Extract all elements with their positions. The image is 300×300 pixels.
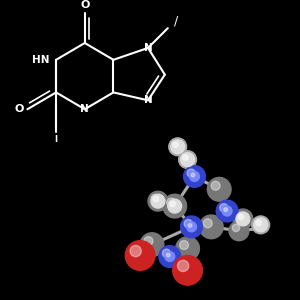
Circle shape bbox=[232, 224, 240, 232]
Circle shape bbox=[203, 219, 212, 228]
Circle shape bbox=[254, 218, 268, 232]
Text: N: N bbox=[144, 95, 152, 105]
Circle shape bbox=[159, 246, 181, 267]
Circle shape bbox=[233, 209, 253, 229]
Circle shape bbox=[130, 245, 141, 257]
Circle shape bbox=[148, 191, 168, 211]
Circle shape bbox=[182, 154, 188, 160]
Text: O: O bbox=[80, 0, 89, 11]
Circle shape bbox=[125, 241, 155, 270]
Circle shape bbox=[172, 141, 178, 148]
Circle shape bbox=[151, 194, 165, 208]
Circle shape bbox=[200, 215, 223, 239]
Circle shape bbox=[181, 216, 202, 238]
Circle shape bbox=[184, 166, 206, 187]
Circle shape bbox=[255, 219, 261, 226]
Circle shape bbox=[211, 181, 220, 190]
Circle shape bbox=[224, 208, 227, 212]
Circle shape bbox=[229, 221, 249, 241]
Circle shape bbox=[238, 214, 244, 220]
Circle shape bbox=[165, 252, 175, 261]
Circle shape bbox=[168, 199, 182, 213]
Circle shape bbox=[222, 206, 232, 216]
Circle shape bbox=[144, 237, 153, 246]
Circle shape bbox=[167, 198, 176, 207]
Circle shape bbox=[187, 169, 195, 177]
Circle shape bbox=[173, 142, 178, 148]
Circle shape bbox=[153, 196, 159, 202]
Circle shape bbox=[181, 153, 194, 166]
Circle shape bbox=[252, 216, 270, 234]
Circle shape bbox=[220, 204, 228, 212]
Text: N: N bbox=[80, 104, 89, 114]
Circle shape bbox=[207, 177, 231, 201]
Circle shape bbox=[236, 212, 250, 226]
Text: /: / bbox=[174, 15, 178, 28]
Circle shape bbox=[140, 233, 164, 256]
Circle shape bbox=[162, 249, 171, 257]
Circle shape bbox=[187, 222, 196, 232]
Circle shape bbox=[176, 237, 200, 260]
Text: O: O bbox=[15, 104, 24, 114]
Circle shape bbox=[169, 138, 187, 156]
Circle shape bbox=[256, 220, 261, 226]
Circle shape bbox=[191, 173, 195, 177]
Circle shape bbox=[171, 140, 184, 154]
Circle shape bbox=[151, 194, 159, 202]
Circle shape bbox=[183, 155, 188, 160]
Text: N: N bbox=[144, 43, 152, 53]
Circle shape bbox=[236, 212, 244, 220]
Circle shape bbox=[173, 256, 202, 285]
Circle shape bbox=[188, 224, 192, 227]
Circle shape bbox=[170, 201, 176, 207]
Circle shape bbox=[190, 172, 200, 182]
Circle shape bbox=[216, 200, 238, 222]
Text: I: I bbox=[55, 135, 58, 144]
Circle shape bbox=[178, 260, 189, 272]
Circle shape bbox=[167, 253, 170, 257]
Circle shape bbox=[163, 194, 187, 218]
Text: HN: HN bbox=[32, 55, 49, 65]
Circle shape bbox=[184, 220, 192, 228]
Circle shape bbox=[179, 151, 196, 169]
Circle shape bbox=[179, 241, 188, 250]
